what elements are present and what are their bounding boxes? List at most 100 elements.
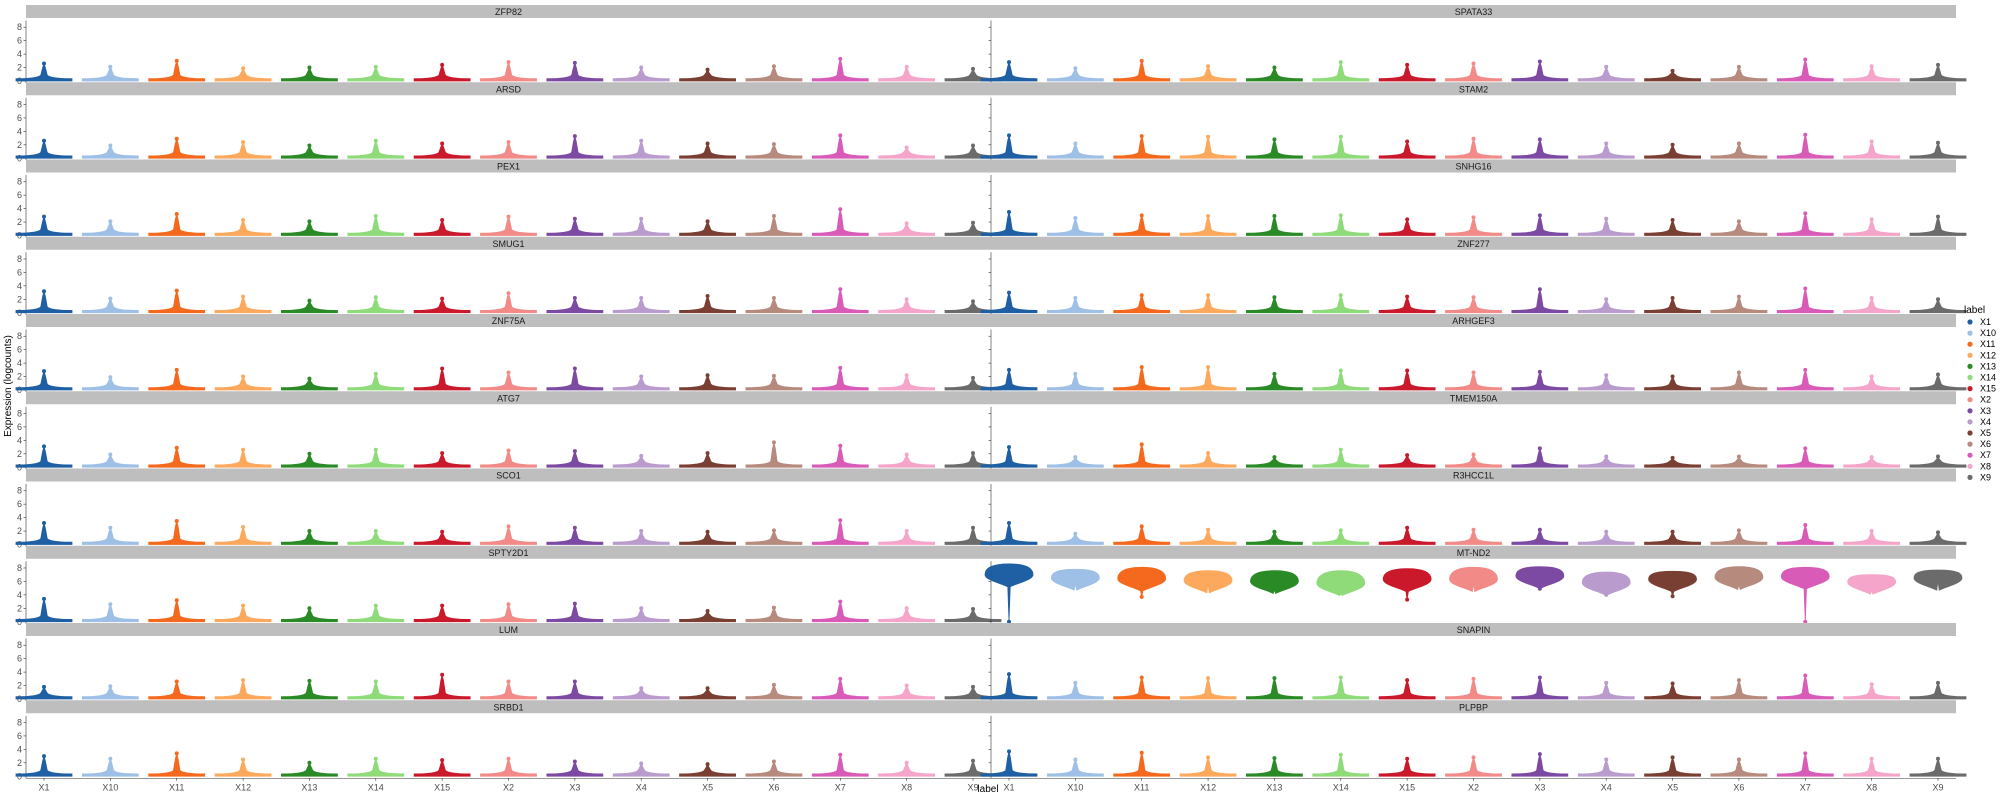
outlier-point: [1471, 581, 1476, 586]
outlier-point: [572, 759, 577, 764]
violin-x12: [214, 218, 272, 236]
violin-x7: [811, 677, 869, 700]
outlier-point: [373, 138, 378, 143]
violin-x1: [15, 521, 73, 545]
outlier-point: [108, 684, 113, 689]
outlier-point: [771, 142, 776, 147]
violin-x8: [878, 607, 936, 623]
outlier-point: [1604, 757, 1609, 762]
outlier-point: [1736, 757, 1741, 762]
violin-x5: [679, 294, 736, 314]
outlier-point: [1736, 219, 1741, 224]
violin-x12: [1183, 570, 1233, 594]
violin-x13: [281, 66, 338, 82]
outlier-point: [440, 451, 445, 456]
outlier-point: [1670, 594, 1675, 599]
outlier-point: [572, 216, 577, 221]
outlier-point: [1936, 454, 1940, 459]
legend-key-x5: [1967, 430, 1973, 436]
violin-x2: [1445, 677, 1502, 700]
outlier-point: [639, 138, 644, 143]
outlier-point: [838, 207, 843, 212]
outlier-point: [241, 447, 246, 452]
outlier-point: [1736, 528, 1741, 533]
violin-x14: [1312, 213, 1370, 236]
outlier-point: [108, 219, 113, 224]
violin-x11: [1117, 566, 1167, 597]
outlier-point: [1272, 214, 1277, 219]
violin-x3: [1511, 528, 1569, 545]
violin-x5: [1644, 296, 1701, 314]
outlier-point: [771, 528, 776, 533]
violin-x12: [1179, 756, 1237, 777]
outlier-point: [1007, 209, 1011, 214]
outlier-point: [241, 374, 246, 379]
outlier-point: [1537, 369, 1542, 374]
legend-entry-x4: X4: [1980, 417, 1991, 427]
facet-label: SNHG16: [1455, 162, 1491, 172]
violin-x2: [1445, 62, 1502, 82]
violin-x15: [413, 142, 471, 159]
outlier-point: [1537, 287, 1542, 292]
outlier-point: [1139, 365, 1144, 370]
outlier-point: [1405, 217, 1410, 222]
outlier-point: [1206, 64, 1211, 69]
outlier-point: [1869, 139, 1874, 144]
outlier-point: [1604, 454, 1609, 459]
violin-x7: [1776, 57, 1834, 82]
violin-x5: [1644, 375, 1701, 391]
outlier-point: [1338, 675, 1343, 680]
outlier-point: [241, 757, 246, 762]
panel-lum: LUM02468: [15, 623, 1002, 704]
outlier-point: [1405, 756, 1410, 761]
violin-x1: [980, 521, 1038, 545]
outlier-point: [1936, 372, 1940, 377]
violin-x12: [1179, 528, 1237, 545]
outlier-point: [440, 672, 445, 677]
violin-x3: [546, 61, 604, 82]
violin-x4: [612, 375, 670, 391]
panel-snapin: SNAPIN: [980, 623, 1967, 701]
outlier-point: [1869, 682, 1874, 687]
outlier-point: [904, 452, 909, 457]
outlier-point: [108, 452, 113, 457]
outlier-point: [639, 761, 644, 766]
violin-x14: [347, 214, 405, 236]
legend-key-x10: [1967, 330, 1973, 336]
y-tick-label: 2: [17, 449, 22, 459]
violin-x4: [1577, 217, 1635, 236]
outlier-point: [1803, 367, 1808, 372]
y-tick-label: 4: [17, 435, 22, 445]
violin-x14: [347, 296, 405, 314]
facet-strip: [26, 5, 991, 18]
violin-x1: [984, 563, 1034, 622]
outlier-point: [1272, 65, 1277, 70]
violin-x11: [1113, 675, 1171, 700]
violin-x1: [15, 139, 73, 159]
violin-x2: [1445, 137, 1502, 159]
violin-x12: [214, 604, 272, 623]
outlier-point: [1936, 214, 1940, 219]
y-tick-label: 6: [17, 267, 22, 277]
outlier-point: [771, 373, 776, 378]
outlier-point: [1803, 446, 1808, 451]
outlier-point: [42, 520, 46, 525]
outlier-point: [42, 596, 46, 601]
outlier-point: [904, 297, 909, 302]
violin-x15: [1378, 63, 1436, 82]
y-tick-label: 8: [17, 99, 22, 109]
violin-x6: [1710, 65, 1768, 82]
outlier-point: [771, 214, 776, 219]
facet-label: SMUG1: [492, 239, 524, 249]
outlier-point: [373, 447, 378, 452]
violin-x5: [679, 452, 736, 468]
outlier-point: [1206, 365, 1211, 370]
facet-strip: [26, 314, 991, 327]
violin-x6: [745, 143, 803, 159]
violin-x8: [878, 761, 936, 777]
violin-x12: [214, 295, 272, 314]
violin-x11: [148, 520, 206, 545]
violin-x4: [612, 530, 670, 545]
violin-x10: [1046, 296, 1104, 314]
outlier-point: [705, 762, 710, 767]
